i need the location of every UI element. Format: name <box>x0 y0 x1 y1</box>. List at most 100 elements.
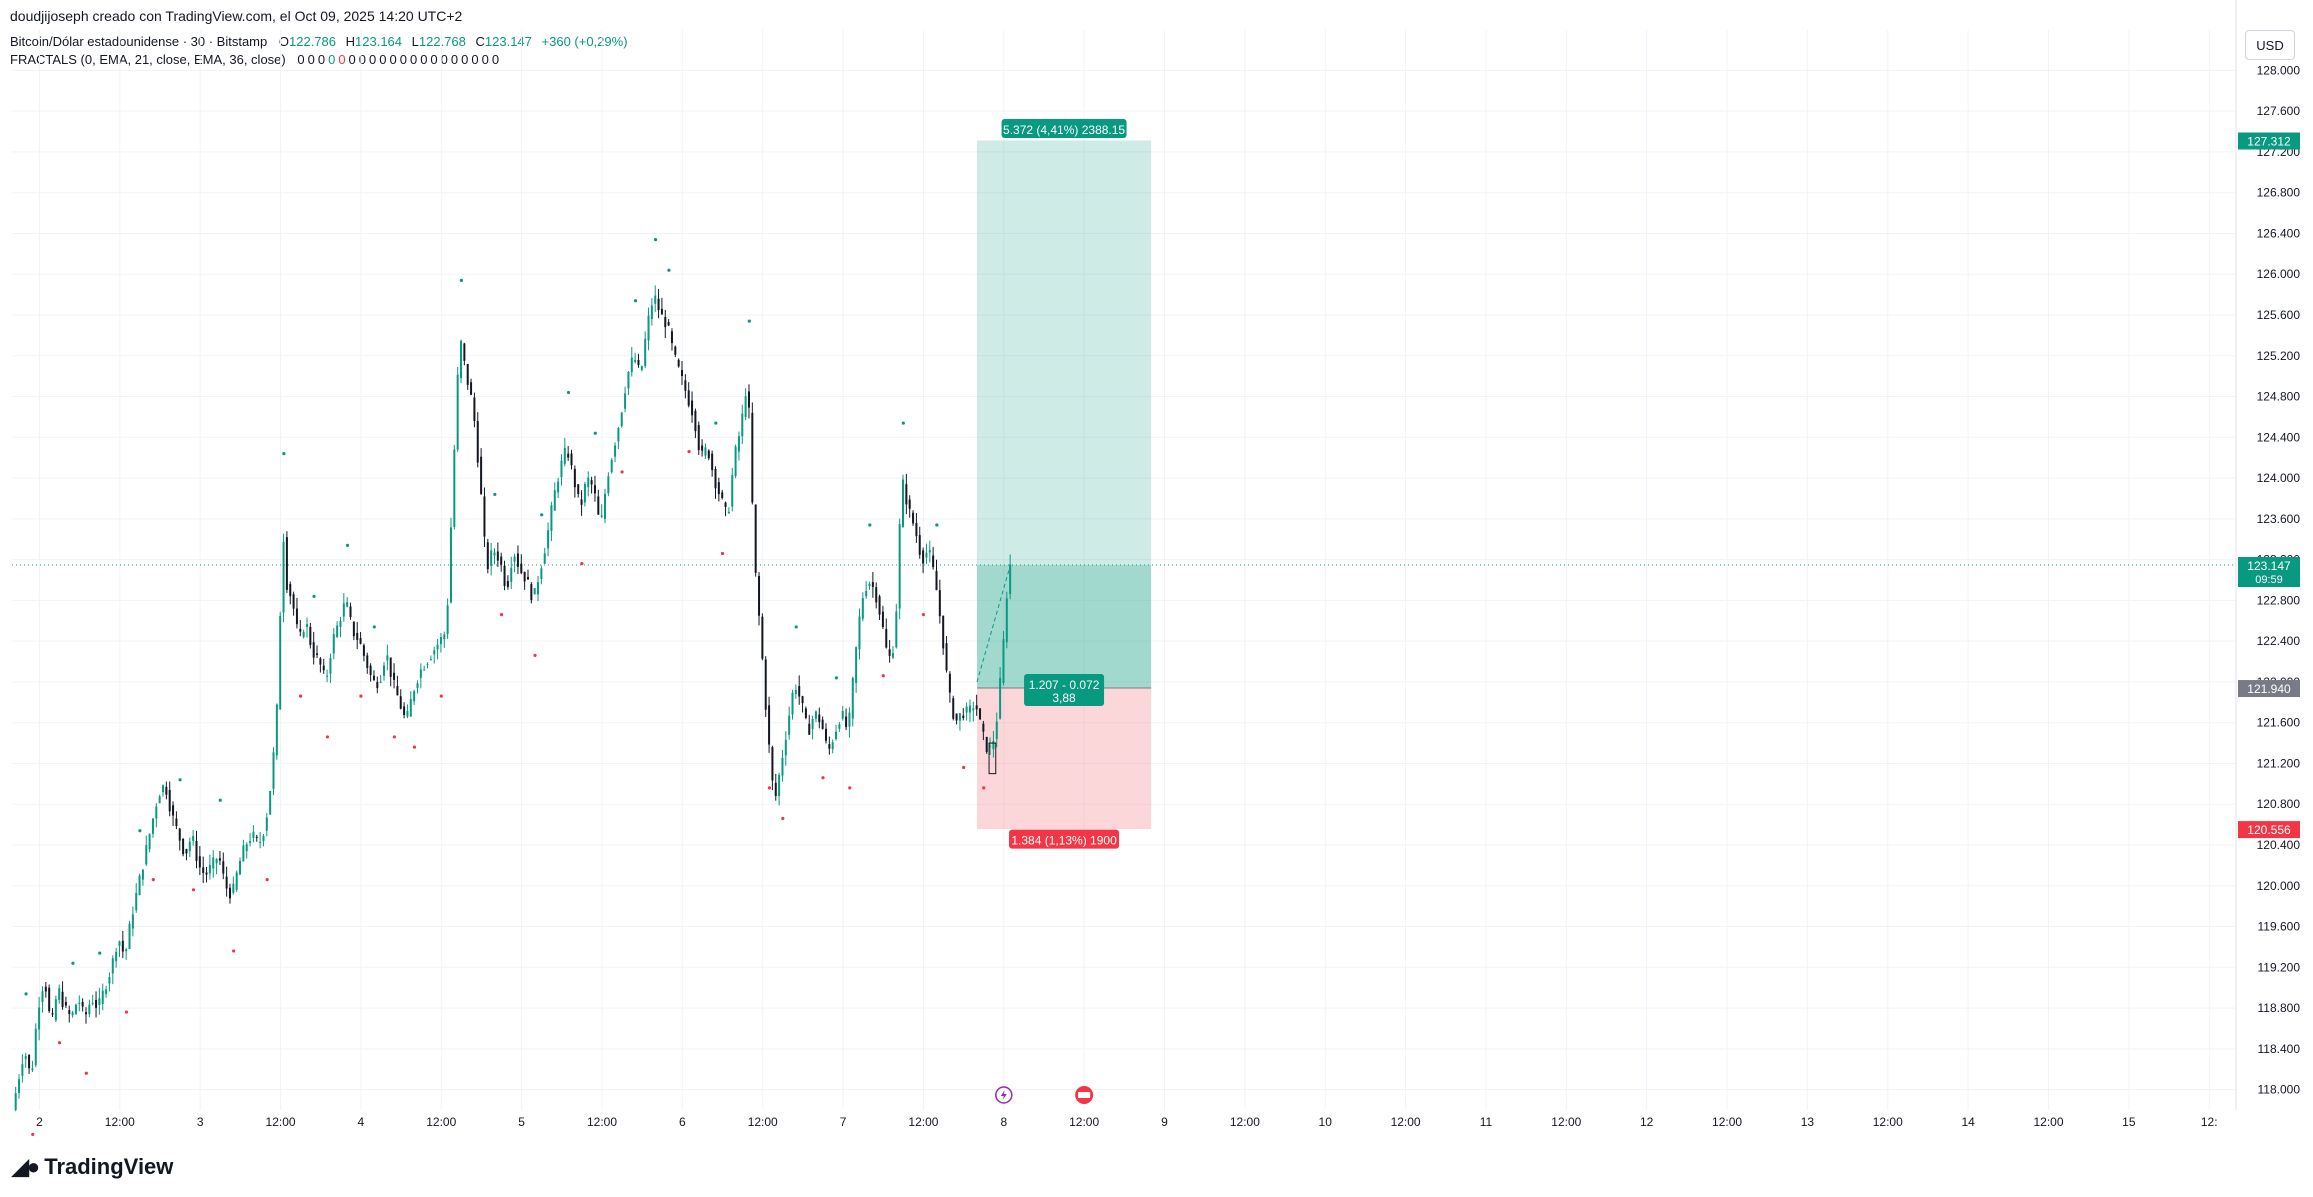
candle-up <box>557 481 560 493</box>
candle-down <box>701 445 704 451</box>
candle-down <box>681 370 684 377</box>
time-tick-label: 12:00 <box>266 1115 296 1129</box>
candle-up <box>891 653 894 658</box>
candle-up <box>135 892 138 911</box>
candle-down <box>938 590 941 617</box>
candle-down <box>714 468 717 489</box>
stop-price-tag: 120.556 <box>2238 821 2300 839</box>
candle-down <box>747 391 750 408</box>
fractal-down <box>359 694 363 698</box>
price-tick-label: 119.600 <box>2258 920 2301 934</box>
candle-down <box>979 708 982 720</box>
candle-up <box>737 436 740 452</box>
fractal-up <box>372 625 376 629</box>
candle-down <box>985 736 988 752</box>
candle-up <box>811 718 814 729</box>
last-price-tag-countdown: 09:59 <box>2255 574 2283 586</box>
time-tick-label: 3 <box>197 1115 204 1129</box>
candle-up <box>781 757 784 776</box>
fractal-up <box>98 951 102 955</box>
time-tick-label: 7 <box>840 1115 847 1129</box>
candle-down <box>51 1013 54 1015</box>
candle-down <box>523 571 526 582</box>
candle-up <box>861 598 864 619</box>
fractal-up <box>935 523 939 527</box>
candle-down <box>828 744 831 749</box>
symbol-legend[interactable]: Bitcoin/Dólar estadounidense · 30 · Bits… <box>10 34 628 49</box>
symbol-title[interactable]: Bitcoin/Dólar estadounidense · 30 · Bits… <box>10 34 268 49</box>
candle-up <box>848 712 851 727</box>
candle-up <box>145 845 148 865</box>
candle-up <box>279 616 282 710</box>
candle-down <box>393 672 396 680</box>
candle-up <box>18 1079 21 1094</box>
candle-up <box>835 731 838 739</box>
indicator-title[interactable]: FRACTALS (0, EMA, 21, close, EMA, 36, cl… <box>10 52 286 67</box>
time-axis: 2 12:00 3 12:00 4 12:00 5 12:00 6 12:00 7 12:00 8 12:… <box>36 1115 2217 1129</box>
candle-up <box>71 1012 74 1016</box>
candle-up <box>192 835 195 841</box>
candle-down <box>754 504 757 573</box>
candle-down <box>694 410 697 432</box>
indicator-value: 0 <box>461 52 469 67</box>
candle-up <box>607 476 610 494</box>
candle-down <box>202 867 205 874</box>
currency-button[interactable]: USD <box>2245 30 2295 60</box>
candle-down <box>285 537 288 590</box>
candle-up <box>212 857 215 869</box>
candle-up <box>449 527 452 603</box>
price-tick-label: 122.400 <box>2257 634 2301 648</box>
time-tick-label: 10 <box>1319 1115 1333 1129</box>
candle-down <box>885 628 888 648</box>
candle-up <box>851 677 854 719</box>
candle-up <box>245 844 248 852</box>
candle-down <box>808 723 811 735</box>
candle-up <box>151 818 154 834</box>
time-tick-label: 12:00 <box>1551 1115 1581 1129</box>
indicator-legend[interactable]: FRACTALS (0, EMA, 21, close, EMA, 36, cl… <box>10 52 502 67</box>
time-tick-label: 12:00 <box>587 1115 617 1129</box>
fractal-down <box>151 878 155 882</box>
candle-up <box>339 621 342 627</box>
flag-icon-stripe <box>1078 1092 1091 1098</box>
candle-up <box>426 663 429 665</box>
candle-down <box>597 496 600 515</box>
ohlc-low: L122.768 <box>411 34 466 49</box>
entry-price-tag-text: 121.940 <box>2247 682 2291 696</box>
candle-down <box>691 400 694 416</box>
time-tick-label: 12: <box>2201 1115 2218 1129</box>
time-tick-label: 8 <box>1000 1115 1007 1129</box>
candle-up <box>543 553 546 564</box>
candle-down <box>289 584 292 597</box>
candle-up <box>138 875 141 895</box>
candle-down <box>372 675 375 680</box>
candle-down <box>312 642 315 658</box>
candle-down <box>309 626 312 645</box>
price-tick-label: 126.000 <box>2257 267 2301 281</box>
flag-icon <box>1075 1086 1094 1104</box>
indicator-value: 0 <box>450 52 459 67</box>
candle-up <box>409 699 412 717</box>
candle-down <box>948 673 951 693</box>
candle-down <box>496 551 499 561</box>
candle-down <box>356 633 359 640</box>
candle-up <box>587 477 590 488</box>
candle-down <box>366 655 369 668</box>
candle-up <box>741 413 744 437</box>
candle-up <box>275 704 278 756</box>
candle-up <box>640 366 643 371</box>
price-tick-label: 125.600 <box>2257 308 2301 322</box>
candle-up <box>490 550 493 566</box>
indicator-value: 0 <box>471 52 479 67</box>
candle-up <box>814 711 817 719</box>
candle-down <box>95 999 98 1008</box>
price-tick-label: 124.400 <box>2257 430 2301 444</box>
time-tick-label: 12 <box>1640 1115 1654 1129</box>
fractal-down <box>31 1132 35 1137</box>
indicator-value: 0 <box>369 52 377 67</box>
tradingview-logo[interactable]: ◢● TradingView <box>12 1154 173 1180</box>
candle-up <box>21 1064 24 1077</box>
target-price-tag-text: 127.312 <box>2247 135 2291 149</box>
